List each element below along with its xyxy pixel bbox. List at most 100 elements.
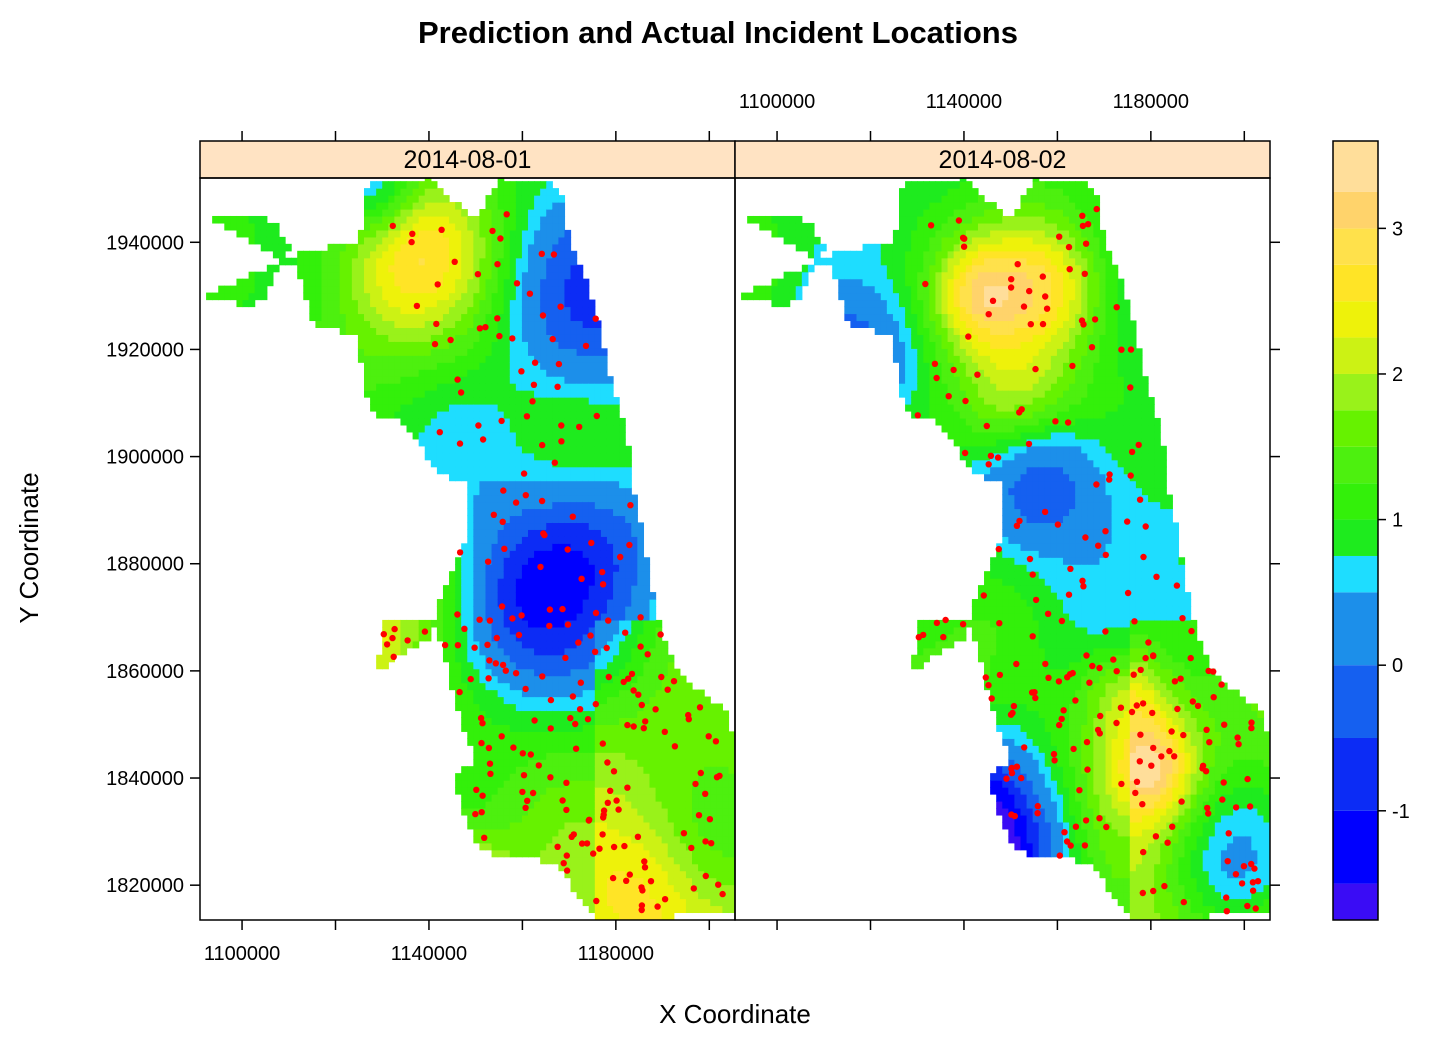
surface-cell xyxy=(534,557,541,565)
surface-cell xyxy=(455,250,462,259)
surface-cell xyxy=(600,383,608,391)
surface-cell xyxy=(911,306,918,315)
surface-cell xyxy=(643,592,651,600)
surface-cell xyxy=(546,222,553,231)
surface-cell xyxy=(540,306,547,315)
surface-cell xyxy=(400,278,408,287)
surface-cell xyxy=(600,487,608,496)
surface-cell xyxy=(497,299,505,308)
surface-cell xyxy=(528,689,535,698)
surface-cell xyxy=(728,780,736,788)
surface-cell xyxy=(613,856,620,865)
surface-cell xyxy=(266,271,274,280)
surface-cell xyxy=(941,236,949,245)
surface-cell xyxy=(698,801,705,809)
surface-cell xyxy=(418,202,426,210)
surface-cell xyxy=(515,724,523,732)
surface-cell xyxy=(655,863,663,872)
surface-cell xyxy=(582,696,590,705)
surface-cell xyxy=(588,821,596,830)
surface-cell xyxy=(528,494,535,503)
surface-cell xyxy=(570,863,578,872)
incident-point xyxy=(592,315,599,322)
surface-cell xyxy=(382,278,389,287)
surface-cell xyxy=(521,821,529,830)
incident-point xyxy=(434,281,441,288)
surface-cell xyxy=(899,334,906,342)
surface-cell xyxy=(911,250,918,259)
surface-cell xyxy=(509,181,517,189)
surface-cell xyxy=(521,529,529,537)
surface-cell xyxy=(619,752,626,760)
surface-cell xyxy=(442,236,450,245)
surface-cell xyxy=(485,202,493,210)
surface-cell xyxy=(540,814,547,823)
surface-cell xyxy=(600,884,608,893)
surface-cell xyxy=(442,285,450,294)
surface-cell xyxy=(540,522,547,530)
surface-cell xyxy=(637,787,645,795)
surface-cell xyxy=(497,424,505,433)
surface-cell xyxy=(917,619,924,628)
surface-cell xyxy=(631,898,638,907)
surface-cell xyxy=(461,229,468,238)
surface-cell xyxy=(388,369,395,377)
surface-cell xyxy=(424,313,432,322)
surface-cell xyxy=(685,856,693,865)
surface-cell xyxy=(491,640,499,649)
surface-cell xyxy=(923,320,930,328)
surface-cell xyxy=(406,424,414,433)
surface-cell xyxy=(558,522,566,530)
incident-point xyxy=(575,639,582,646)
surface-cell xyxy=(491,849,499,858)
surface-cell xyxy=(673,884,681,893)
surface-cell xyxy=(485,592,493,600)
surface-cell xyxy=(509,731,517,739)
surface-cell xyxy=(546,529,553,537)
surface-cell xyxy=(351,264,359,273)
surface-cell xyxy=(534,236,541,245)
surface-cell xyxy=(619,550,626,558)
surface-cell xyxy=(491,417,499,426)
surface-cell xyxy=(911,313,918,322)
surface-cell xyxy=(606,891,614,900)
surface-cell xyxy=(679,689,687,698)
surface-cell xyxy=(376,348,383,356)
surface-cell xyxy=(576,745,584,753)
surface-cell xyxy=(564,766,572,774)
surface-cell xyxy=(467,410,474,419)
surface-cell xyxy=(576,362,584,370)
surface-cell xyxy=(631,536,638,544)
surface-cell xyxy=(497,341,505,349)
surface-cell xyxy=(582,452,590,461)
surface-cell xyxy=(856,299,864,308)
surface-cell xyxy=(613,905,620,914)
surface-cell xyxy=(655,731,663,739)
surface-cell xyxy=(491,529,499,537)
surface-cell xyxy=(594,592,602,600)
surface-cell xyxy=(631,612,638,621)
surface-cell xyxy=(576,313,584,322)
surface-cell xyxy=(643,912,651,920)
surface-cell xyxy=(649,752,657,760)
surface-cell xyxy=(649,633,657,642)
surface-cell xyxy=(564,821,572,830)
surface-cell xyxy=(613,752,620,760)
surface-cell xyxy=(394,222,402,231)
surface-cell xyxy=(503,271,511,280)
surface-cell xyxy=(376,181,383,189)
surface-cell xyxy=(552,766,559,774)
surface-cell xyxy=(449,626,456,635)
surface-cell xyxy=(965,362,973,370)
surface-cell xyxy=(722,849,730,858)
surface-cell xyxy=(880,271,888,280)
surface-cell xyxy=(424,271,432,280)
surface-cell xyxy=(941,278,949,287)
surface-cell xyxy=(582,703,590,712)
surface-cell xyxy=(546,271,553,280)
surface-cell xyxy=(667,898,675,907)
surface-cell xyxy=(953,278,961,287)
surface-cell xyxy=(321,278,329,287)
surface-cell xyxy=(917,626,924,635)
surface-cell xyxy=(558,654,566,663)
